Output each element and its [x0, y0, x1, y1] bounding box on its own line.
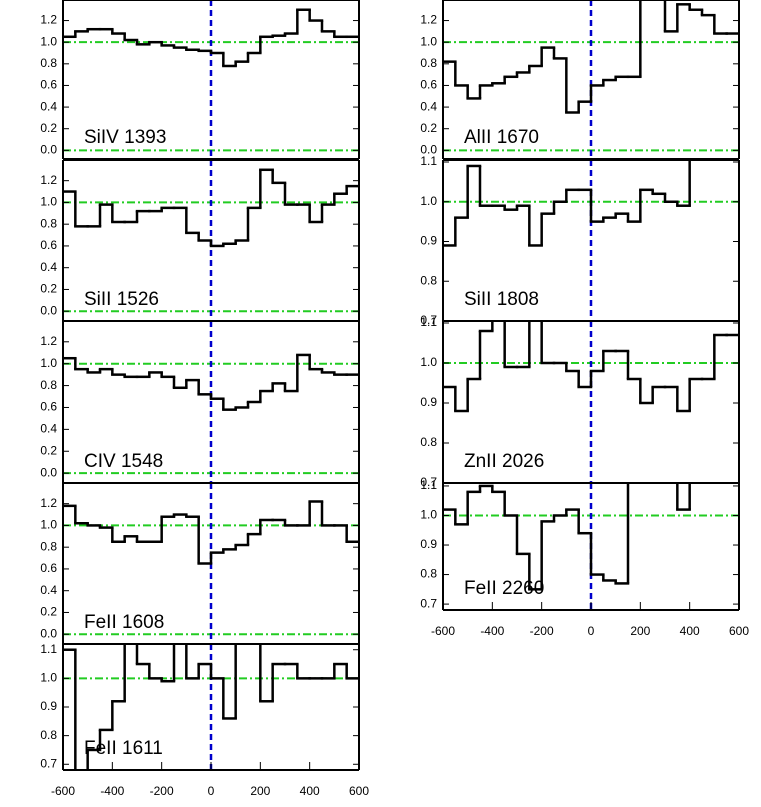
- y-tick-label: 0.8: [40, 539, 57, 553]
- y-tick-label: 0.0: [40, 626, 57, 640]
- x-tick-label: 400: [300, 784, 320, 798]
- y-tick-label: 1.1: [40, 642, 57, 656]
- x-tick-label: -600: [51, 784, 75, 798]
- y-tick-label: 1.0: [40, 356, 57, 370]
- y-tick-label: 1.1: [420, 478, 437, 492]
- y-tick-label: 1.2: [40, 334, 57, 348]
- y-tick-label: 0.8: [420, 273, 437, 287]
- y-tick-label: 1.2: [40, 496, 57, 510]
- panel: [63, 483, 359, 644]
- y-tick-label: 0.8: [40, 378, 57, 392]
- y-tick-label: 0.8: [420, 435, 437, 449]
- y-tick-label: 1.0: [40, 195, 57, 209]
- y-tick-label: 1.0: [40, 518, 57, 532]
- x-tick-label: -600: [431, 624, 455, 638]
- y-tick-label: 0.4: [40, 583, 57, 597]
- x-tick-label: -400: [480, 624, 504, 638]
- y-tick-label: 1.0: [40, 671, 57, 685]
- panel: [443, 483, 739, 610]
- y-tick-label: 0.7: [40, 756, 57, 770]
- panel-label: CIV 1548: [84, 451, 163, 472]
- x-tick-label: 600: [349, 784, 369, 798]
- y-tick-label: 0.9: [420, 234, 437, 248]
- y-tick-label: 1.0: [420, 355, 437, 369]
- panel-label: SiIV 1393: [84, 127, 166, 148]
- y-tick-label: 0.8: [40, 216, 57, 230]
- panel: [63, 0, 359, 159]
- panel: [443, 0, 739, 159]
- panel: [63, 160, 359, 321]
- y-tick-label: 1.2: [40, 173, 57, 187]
- y-tick-label: 0.8: [40, 56, 57, 70]
- x-tick-label: 0: [208, 784, 215, 798]
- y-tick-label: 0.0: [420, 143, 437, 157]
- x-tick-label: -200: [530, 624, 554, 638]
- y-tick-label: 0.0: [40, 465, 57, 479]
- y-tick-label: 0.8: [420, 567, 437, 581]
- panel-label: FeII 1611: [84, 738, 163, 759]
- y-tick-label: 1.2: [40, 13, 57, 27]
- panel-label: SiII 1808: [464, 289, 539, 310]
- y-tick-label: 0.2: [40, 282, 57, 296]
- y-tick-label: 1.1: [420, 315, 437, 329]
- y-tick-label: 1.0: [40, 34, 57, 48]
- y-tick-label: 0.4: [40, 260, 57, 274]
- y-tick-label: 0.0: [40, 143, 57, 157]
- x-tick-label: 400: [680, 624, 700, 638]
- y-tick-label: 0.6: [40, 78, 57, 92]
- panel: [443, 160, 739, 321]
- y-tick-label: 1.0: [420, 34, 437, 48]
- y-tick-label: 0.2: [420, 121, 437, 135]
- y-tick-label: 0.8: [40, 728, 57, 742]
- y-tick-label: 0.7: [420, 475, 437, 489]
- panel-label: ZnII 2026: [464, 451, 544, 472]
- panel-label: AlII 1670: [464, 127, 539, 148]
- panel-label: FeII 1608: [84, 612, 164, 633]
- y-tick-label: 0.6: [420, 78, 437, 92]
- y-tick-label: 0.9: [40, 699, 57, 713]
- x-tick-label: 600: [729, 624, 749, 638]
- y-tick-label: 0.7: [420, 313, 437, 327]
- x-tick-label: 0: [588, 624, 595, 638]
- y-tick-label: 0.6: [40, 238, 57, 252]
- y-tick-label: 0.9: [420, 395, 437, 409]
- y-tick-label: 1.1: [420, 154, 437, 168]
- y-tick-label: 1.0: [420, 194, 437, 208]
- x-tick-label: -400: [100, 784, 124, 798]
- y-tick-label: 0.2: [40, 443, 57, 457]
- y-tick-label: 0.2: [40, 121, 57, 135]
- y-tick-label: 0.0: [40, 303, 57, 317]
- y-tick-label: 0.9: [420, 537, 437, 551]
- x-tick-label: 200: [630, 624, 650, 638]
- panel: [63, 644, 359, 770]
- y-tick-label: 0.4: [40, 422, 57, 436]
- panel: [443, 321, 739, 483]
- panel-label: SiII 1526: [84, 289, 159, 310]
- y-tick-label: 0.2: [40, 605, 57, 619]
- y-tick-label: 0.6: [40, 400, 57, 414]
- x-tick-label: 200: [250, 784, 270, 798]
- y-tick-label: 0.7: [420, 596, 437, 610]
- panel-label: FeII 2260: [464, 578, 544, 599]
- y-tick-label: 1.0: [420, 508, 437, 522]
- y-tick-label: 0.6: [40, 561, 57, 575]
- y-tick-label: 0.4: [420, 99, 437, 113]
- y-tick-label: 0.4: [40, 99, 57, 113]
- x-tick-label: -200: [150, 784, 174, 798]
- panel: [63, 321, 359, 483]
- y-tick-label: 0.8: [420, 56, 437, 70]
- y-tick-label: 1.2: [420, 13, 437, 27]
